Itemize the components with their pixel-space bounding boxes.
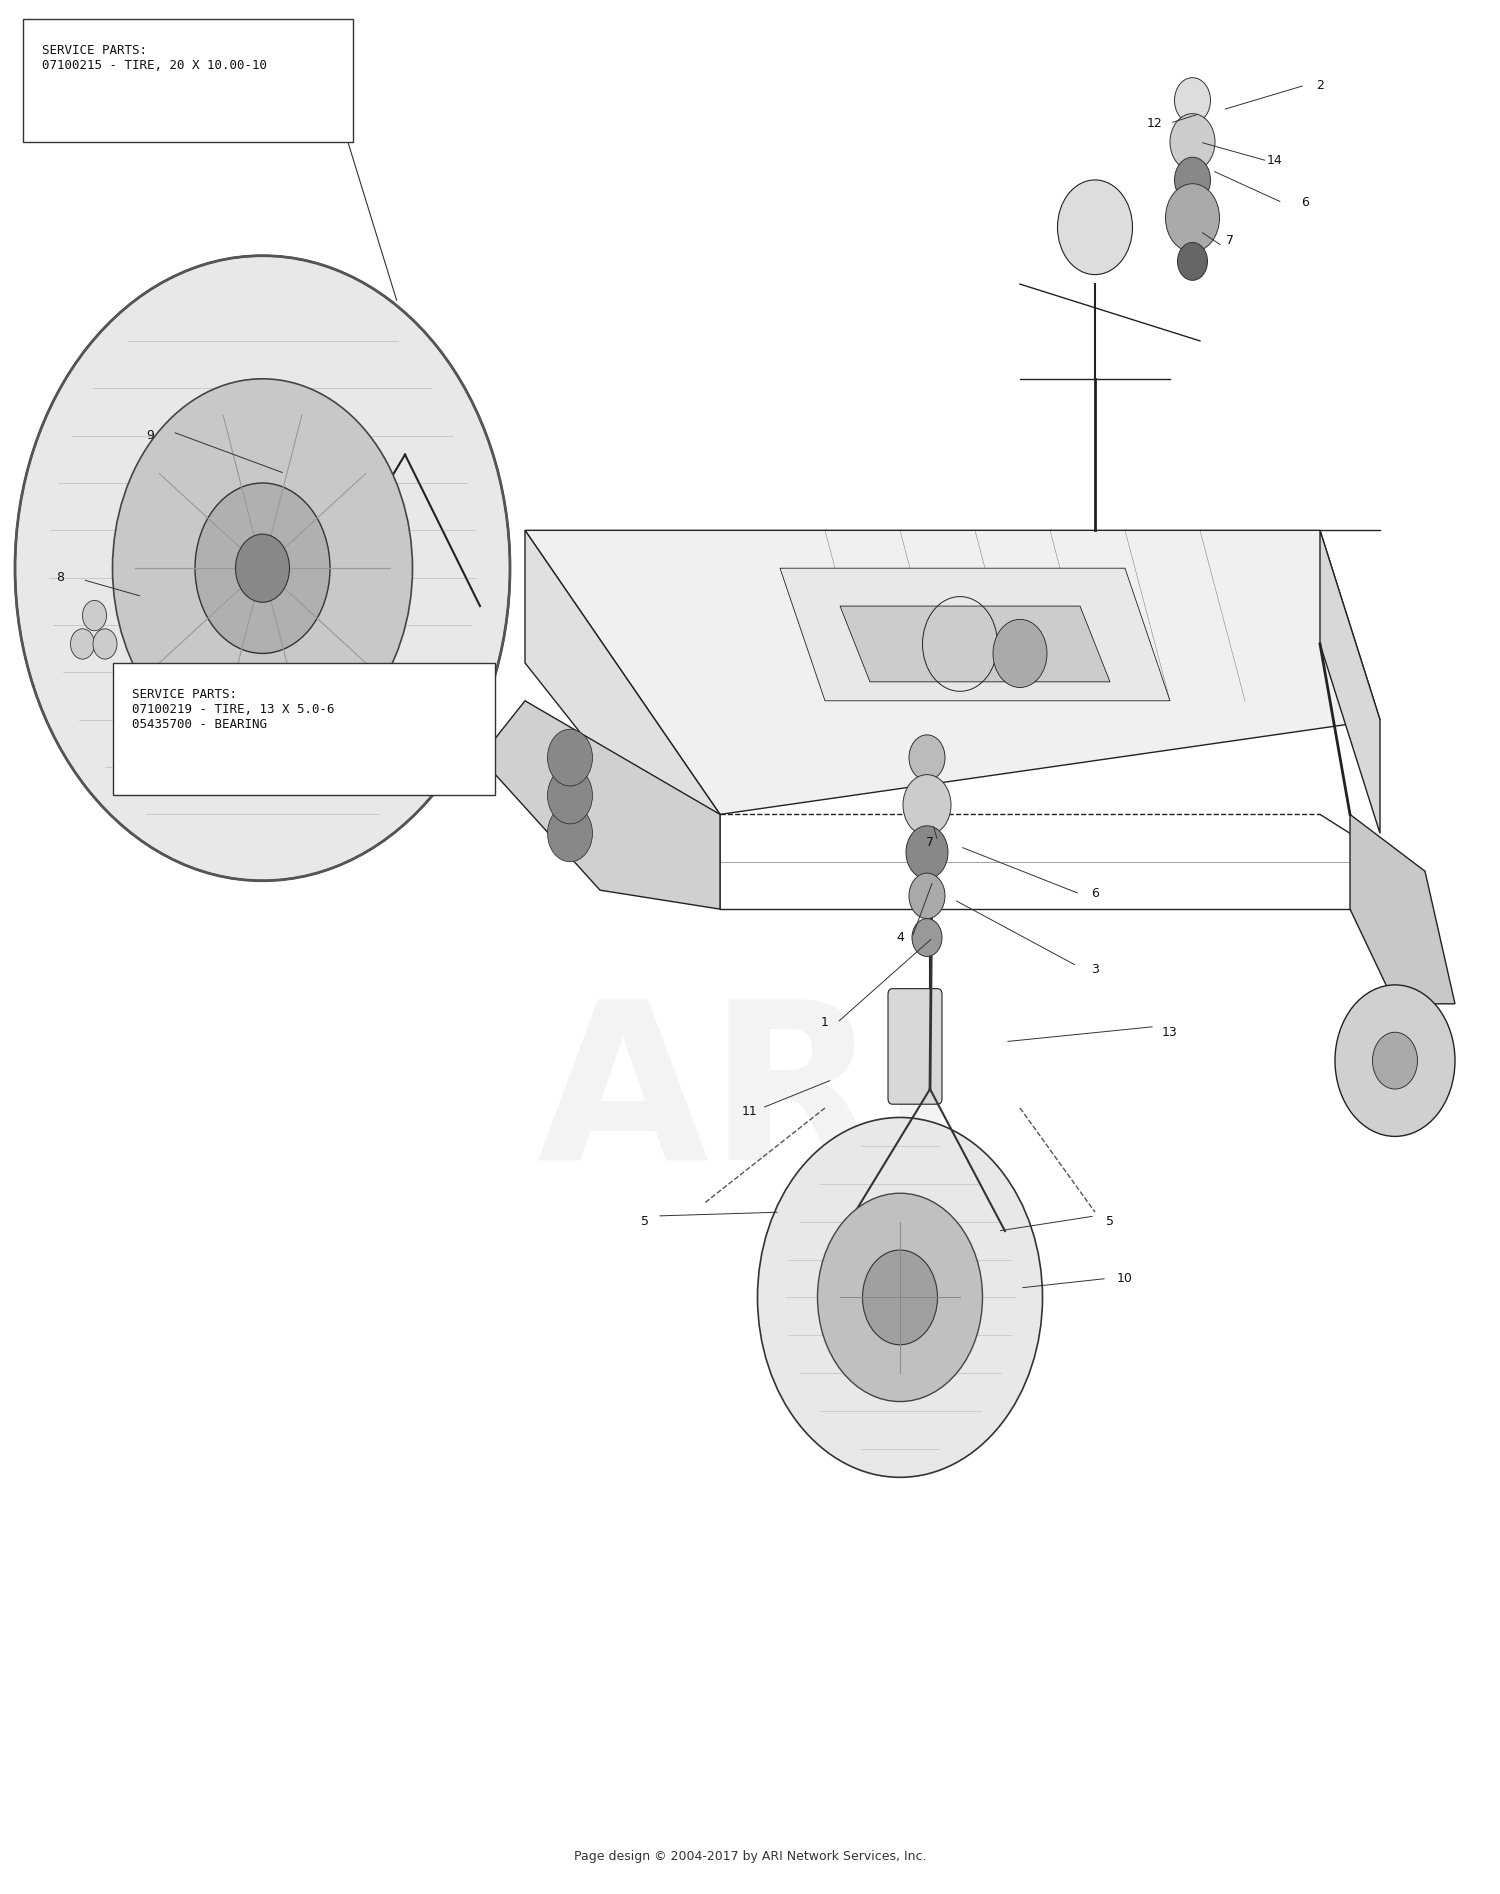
Text: 8: 8 — [56, 572, 64, 583]
Text: ARI: ARI — [537, 992, 963, 1205]
Circle shape — [818, 1193, 983, 1402]
Text: SERVICE PARTS:
07100215 - TIRE, 20 X 10.00-10: SERVICE PARTS: 07100215 - TIRE, 20 X 10.… — [42, 44, 267, 72]
Circle shape — [548, 767, 592, 824]
Circle shape — [15, 256, 510, 881]
Circle shape — [195, 483, 330, 653]
Circle shape — [82, 600, 106, 631]
Polygon shape — [780, 568, 1170, 701]
Text: 14: 14 — [1268, 155, 1282, 167]
Circle shape — [1178, 242, 1208, 280]
FancyBboxPatch shape — [888, 989, 942, 1104]
Polygon shape — [1350, 814, 1455, 1004]
Polygon shape — [1320, 530, 1380, 833]
Circle shape — [1058, 180, 1132, 275]
Circle shape — [1170, 114, 1215, 170]
Text: 3: 3 — [1090, 964, 1100, 975]
FancyBboxPatch shape — [22, 19, 352, 142]
Text: 7: 7 — [926, 837, 934, 849]
Circle shape — [862, 1250, 938, 1345]
Circle shape — [93, 629, 117, 659]
Text: SERVICE PARTS:
07100219 - TIRE, 13 X 5.0-6
05435700 - BEARING: SERVICE PARTS: 07100219 - TIRE, 13 X 5.0… — [132, 688, 334, 731]
Circle shape — [909, 735, 945, 780]
Circle shape — [993, 619, 1047, 688]
Circle shape — [236, 534, 290, 602]
Circle shape — [1166, 184, 1219, 252]
Text: 4: 4 — [896, 932, 904, 943]
Text: 9: 9 — [146, 430, 154, 441]
Polygon shape — [480, 701, 720, 909]
Circle shape — [909, 873, 945, 919]
Text: 5: 5 — [1106, 1216, 1114, 1227]
FancyBboxPatch shape — [112, 663, 495, 795]
Circle shape — [548, 805, 592, 862]
Circle shape — [1372, 1032, 1417, 1089]
Text: 6: 6 — [1300, 197, 1310, 208]
Circle shape — [1335, 985, 1455, 1136]
Circle shape — [1174, 78, 1210, 123]
Circle shape — [903, 775, 951, 835]
Polygon shape — [525, 530, 1380, 814]
Text: 1: 1 — [821, 1017, 830, 1028]
Circle shape — [112, 379, 412, 758]
Text: 5: 5 — [640, 1216, 650, 1227]
Circle shape — [906, 826, 948, 879]
Circle shape — [1174, 157, 1210, 203]
Circle shape — [70, 629, 94, 659]
Polygon shape — [525, 530, 720, 909]
Text: 11: 11 — [742, 1106, 758, 1117]
Text: 2: 2 — [1316, 80, 1324, 91]
Text: Page design © 2004-2017 by ARI Network Services, Inc.: Page design © 2004-2017 by ARI Network S… — [573, 1850, 926, 1862]
Text: 6: 6 — [1090, 888, 1100, 900]
Polygon shape — [840, 606, 1110, 682]
Circle shape — [912, 919, 942, 956]
Text: 10: 10 — [1118, 1273, 1132, 1284]
Text: 7: 7 — [1226, 235, 1234, 246]
Text: 12: 12 — [1148, 117, 1162, 129]
Text: 13: 13 — [1162, 1027, 1178, 1038]
Circle shape — [548, 729, 592, 786]
Circle shape — [758, 1117, 1042, 1477]
